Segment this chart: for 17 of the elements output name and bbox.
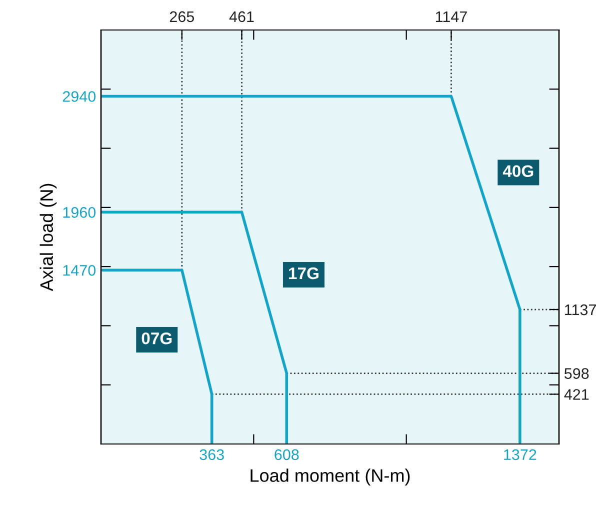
y2-tick-label: 421 bbox=[564, 389, 589, 400]
y2-tick-label: 598 bbox=[564, 368, 589, 379]
x2-tick-label: 1147 bbox=[436, 11, 467, 22]
x-axis-title: Load moment (N-m) bbox=[250, 468, 410, 486]
annotation: 40G bbox=[502, 165, 534, 178]
annotation: 17G bbox=[289, 267, 318, 280]
y-tick-label: 2940 bbox=[62, 91, 96, 102]
x2-tick-label: 461 bbox=[229, 11, 254, 22]
y-tick-label: 1960 bbox=[63, 207, 96, 218]
x-tick-label: 1372 bbox=[504, 449, 536, 460]
x2-tick-label: 265 bbox=[170, 11, 194, 22]
y-tick-label: 1470 bbox=[63, 264, 96, 276]
annotation: 07G bbox=[142, 332, 172, 344]
x-tick-label: 608 bbox=[274, 449, 299, 460]
y-axis-title: Axial load (N) bbox=[40, 184, 57, 292]
x-tick-label: 363 bbox=[200, 449, 224, 460]
y2-tick-label: 1137 bbox=[565, 304, 596, 316]
